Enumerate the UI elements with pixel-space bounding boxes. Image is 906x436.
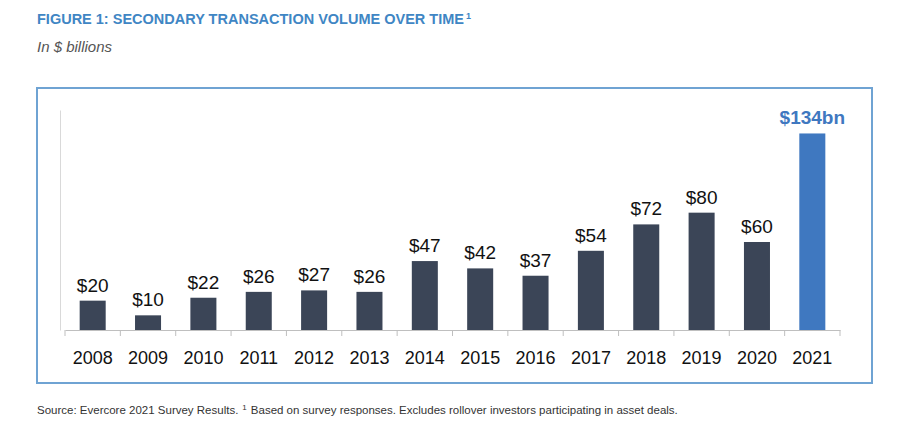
data-label: $10 [132,289,164,310]
x-tick-label: 2021 [792,348,832,368]
y-axis [60,111,61,331]
x-tick: 2020 [737,348,777,368]
category-separator [120,330,121,336]
data-label: $47 [409,235,441,256]
data-label: $20 [77,275,109,296]
x-tick: 2017 [571,348,611,368]
y-axis-line [60,111,61,331]
category-separators [65,330,840,336]
source-text: Source: Evercore 2021 Survey Results. [37,404,238,416]
category-separator [507,330,508,336]
x-tick-label: 2015 [460,348,500,368]
data-label: $54 [575,225,607,246]
category-separator [784,330,785,336]
x-tick: 2019 [682,348,722,368]
bar [799,133,825,330]
data-label: $26 [243,266,275,287]
data-label: $72 [630,198,662,219]
x-tick-label: 2019 [682,348,722,368]
x-tick: 2010 [183,348,223,368]
category-separator [729,330,730,336]
bar [689,213,715,330]
data-label: $80 [686,187,718,208]
data-label: $27 [298,264,330,285]
source: Source: Evercore 2021 Survey Results. 1 Ba… [37,403,678,417]
data-label: $26 [354,266,386,287]
title-note: 1 [466,11,471,21]
x-tick-label: 2018 [626,348,666,368]
category-separator [341,330,342,336]
x-tick-label: 2012 [294,348,334,368]
x-tick-label: 2011 [239,348,278,368]
data-label: $60 [741,216,773,237]
category-separator [286,330,287,336]
x-tick-label: 2008 [73,348,113,368]
category-separator [65,330,66,336]
title: FIGURE 1: SECONDARY TRANSACTION VOLUME O… [37,11,471,27]
bar [633,224,659,330]
x-tick-label: 2013 [349,348,389,368]
category-separator [231,330,232,336]
chart: FIGURE 1: SECONDARY TRANSACTION VOLUME O… [0,0,906,436]
x-tick: 2013 [349,348,389,368]
data-labels: $20 $10 $22 $26 $27 $26 $47 $42 $37 $54 $72 $80 $60 $… [77,107,845,310]
x-tick: 2015 [460,348,500,368]
bar [135,315,161,330]
category-separator [563,330,564,336]
category-separator [673,330,674,336]
x-tick: 2014 [405,348,445,368]
subtitle: In $ billions [37,38,113,55]
data-label: $42 [464,242,496,263]
bar [744,242,770,330]
x-tick-label: 2010 [183,348,223,368]
x-tick: 2012 [294,348,334,368]
data-label: $22 [188,272,220,293]
x-tick-label: 2009 [128,348,168,368]
source-note: Based on survey responses. Excludes roll… [251,404,678,416]
bar [412,261,438,330]
bar [190,298,216,330]
bar [523,276,549,330]
x-tick: 2008 [73,348,113,368]
x-tick: 2009 [128,348,168,368]
source-note-marker: 1 [242,403,247,412]
x-tick: 2016 [516,348,556,368]
bar [301,290,327,330]
category-separator [840,330,841,336]
bar [578,251,604,330]
x-axis: 2008 2009 2010 2011 2012 2013 2014 2015 2016 2017… [66,331,841,368]
bar [356,292,382,330]
x-tick-label: 2016 [516,348,556,368]
category-separator [397,330,398,336]
category-separator [175,330,176,336]
frame [37,88,872,383]
x-tick: 2021 [792,348,832,368]
bar [80,301,106,330]
x-tick-label: 2020 [737,348,777,368]
x-tick: 2018 [626,348,666,368]
x-tick-label: 2017 [571,348,611,368]
x-tick-label: 2014 [405,348,445,368]
bar [467,268,493,330]
x-tick: 2011 [239,348,278,368]
category-separator [452,330,453,336]
data-label: $37 [520,250,552,271]
category-separator [618,330,619,336]
data-label: $134bn [780,107,845,128]
title-text: FIGURE 1: SECONDARY TRANSACTION VOLUME O… [37,11,464,27]
bars [80,133,826,330]
bar [246,292,272,330]
